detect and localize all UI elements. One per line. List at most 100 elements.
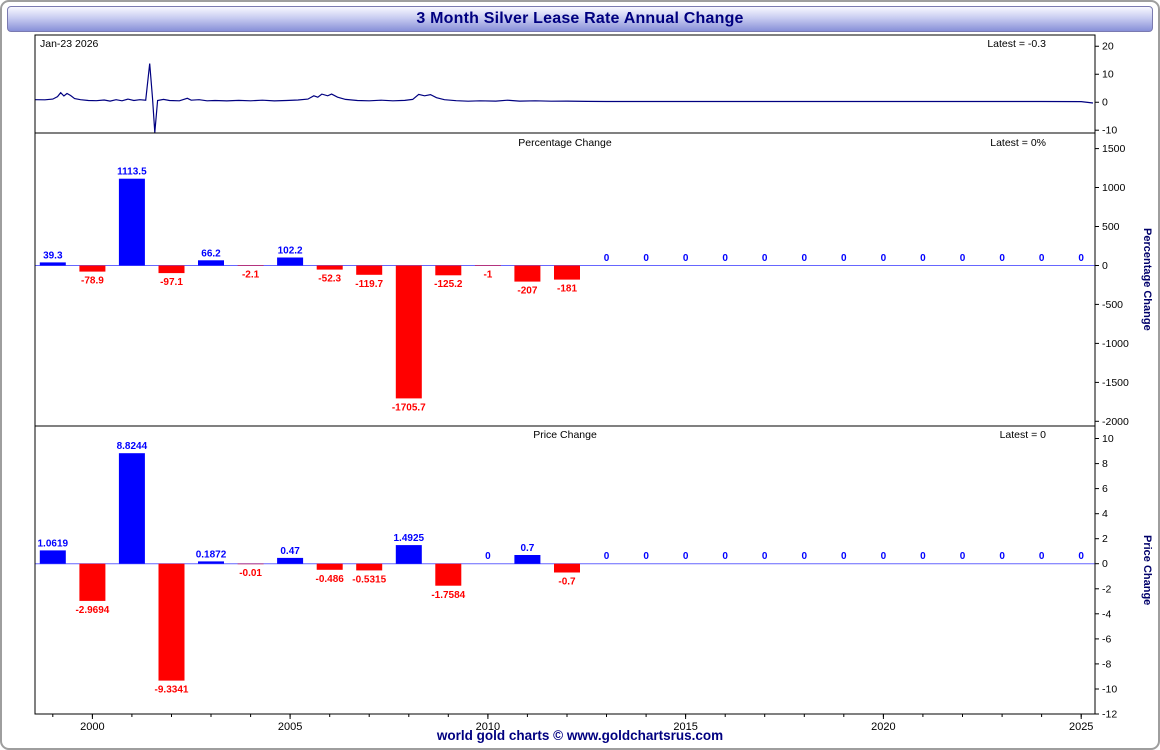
y-tick-label: -2000 xyxy=(1102,416,1129,428)
bar-label: 0 xyxy=(920,551,926,562)
latest-value-pct: Latest = 0% xyxy=(990,137,1046,149)
bar-label: 1.0619 xyxy=(38,538,69,549)
bar-label: 0 xyxy=(999,253,1005,264)
x-tick-label: 2025 xyxy=(1069,721,1093,733)
bar xyxy=(277,557,304,564)
bar xyxy=(356,563,383,571)
bar-label: 0 xyxy=(643,551,649,562)
bar-label: 0 xyxy=(1039,551,1045,562)
bar-label: 0 xyxy=(960,551,966,562)
price-axis-title: Price Change xyxy=(1141,534,1153,606)
bar xyxy=(198,260,224,266)
chart-title: 3 Month Silver Lease Rate Annual Change xyxy=(416,10,744,27)
chart-title-bar: 3 Month Silver Lease Rate Annual Change xyxy=(7,6,1153,32)
bar-label: 0.1872 xyxy=(196,549,227,560)
x-tick-label: 2020 xyxy=(871,721,895,733)
bar xyxy=(118,453,145,564)
bar-label: -0.01 xyxy=(239,568,262,579)
bar xyxy=(158,563,185,681)
x-tick-label: 2010 xyxy=(476,721,500,733)
bar xyxy=(395,265,422,399)
bar-label: 0 xyxy=(683,551,689,562)
bar xyxy=(79,563,106,601)
bar-label: 0 xyxy=(1078,253,1084,264)
bar xyxy=(198,561,224,564)
bar xyxy=(514,265,541,282)
y-tick-label: 0 xyxy=(1102,97,1108,109)
pct-axis-title-box: Percentage Change xyxy=(1134,133,1158,426)
pct-panel-title: Percentage Change xyxy=(518,137,612,149)
x-tick-label: 2000 xyxy=(80,721,104,733)
bar-label: 0 xyxy=(683,253,689,264)
bar-label: 0.7 xyxy=(520,543,534,554)
y-tick-label: 6 xyxy=(1102,483,1108,495)
bar-label: -78.9 xyxy=(81,276,104,287)
bar-label: -9.3341 xyxy=(155,685,189,696)
bar-label: 0 xyxy=(643,253,649,264)
bar-label: -1705.7 xyxy=(392,402,426,413)
y-tick-label: 2 xyxy=(1102,533,1108,545)
pct-axis-title: Percentage Change xyxy=(1141,228,1153,331)
bar xyxy=(316,563,343,570)
bar xyxy=(395,545,422,564)
bar-label: 0 xyxy=(604,551,610,562)
bar-label: -119.7 xyxy=(355,279,383,290)
bar xyxy=(554,265,580,280)
bar xyxy=(277,257,304,266)
y-tick-label: -8 xyxy=(1102,658,1111,670)
bar xyxy=(356,265,383,275)
y-tick-label: -6 xyxy=(1102,633,1111,645)
bar xyxy=(316,265,343,270)
bar-label: 0.47 xyxy=(280,546,300,557)
bar xyxy=(237,265,264,266)
x-tick-label: 2005 xyxy=(278,721,302,733)
bar xyxy=(435,563,462,586)
bar xyxy=(158,265,185,274)
y-tick-label: 500 xyxy=(1102,221,1120,233)
y-tick-label: -2 xyxy=(1102,583,1111,595)
bar-label: 102.2 xyxy=(278,246,303,257)
bar-label: 0 xyxy=(881,253,887,264)
bar xyxy=(435,265,462,276)
bar-label: 0 xyxy=(762,551,768,562)
bar-label: 0 xyxy=(802,253,808,264)
y-tick-label: 10 xyxy=(1102,433,1114,445)
y-tick-label: -1000 xyxy=(1102,338,1129,350)
bar-label: 0 xyxy=(722,253,728,264)
y-tick-label: -10 xyxy=(1102,125,1117,137)
bar xyxy=(514,555,541,564)
bar xyxy=(554,563,580,573)
y-tick-label: 20 xyxy=(1102,41,1114,53)
y-tick-label: -500 xyxy=(1102,299,1123,311)
date-label: Jan-23 2026 xyxy=(40,38,99,50)
bar-label: 1113.5 xyxy=(117,167,147,178)
bar-label: -1 xyxy=(483,270,492,281)
y-tick-label: 10 xyxy=(1102,69,1114,81)
x-tick-label: 2015 xyxy=(673,721,697,733)
bar xyxy=(39,550,66,564)
price-axis-title-box: Price Change xyxy=(1134,426,1158,714)
bar-label: -0.486 xyxy=(316,574,345,585)
panel-border xyxy=(34,34,1096,134)
bar xyxy=(118,178,145,266)
bar-label: -2.9694 xyxy=(75,605,109,616)
bar-label: 1.4925 xyxy=(394,533,425,544)
y-tick-label: 1000 xyxy=(1102,182,1126,194)
y-tick-label: -10 xyxy=(1102,684,1117,696)
bar-label: 8.8244 xyxy=(117,441,148,452)
bar-label: 0 xyxy=(881,551,887,562)
panel-border xyxy=(34,425,1096,715)
bar-label: 0 xyxy=(722,551,728,562)
price-panel-title: Price Change xyxy=(533,429,597,441)
bar-label: -0.5315 xyxy=(352,574,386,585)
bar-label: 0 xyxy=(999,551,1005,562)
bar-label: 0 xyxy=(960,253,966,264)
y-tick-label: 0 xyxy=(1102,558,1108,570)
bar-label: 0 xyxy=(1039,253,1045,264)
bar-label: 66.2 xyxy=(201,248,221,259)
y-tick-label: -12 xyxy=(1102,709,1117,721)
bar xyxy=(79,265,106,272)
bar-label: 0 xyxy=(920,253,926,264)
